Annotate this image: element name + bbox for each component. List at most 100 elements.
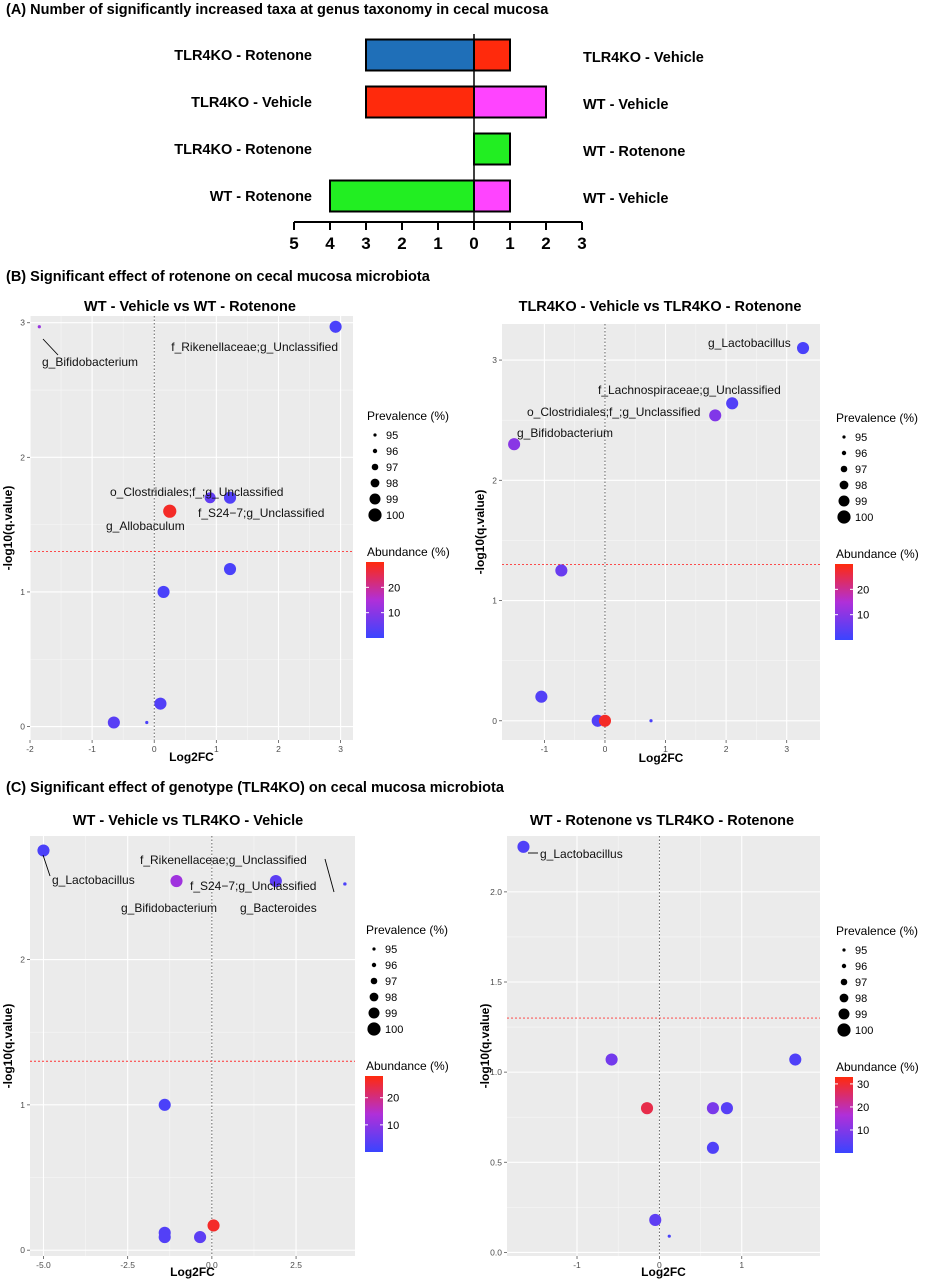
panel-a: (A) Number of significantly increased ta… <box>6 2 704 253</box>
prevalence-legend-dot <box>842 435 846 439</box>
data-point-0 <box>796 341 810 355</box>
x-tick-label: -1 <box>88 744 96 754</box>
data-point-7 <box>649 1213 662 1226</box>
x-tick-label: 0 <box>657 1260 662 1270</box>
bar-left-3 <box>329 179 475 213</box>
prevalence-legend-dot <box>837 1023 851 1037</box>
abundance-legend-title: Abundance (%) <box>366 1059 449 1073</box>
abundance-legend-title: Abundance (%) <box>367 545 450 559</box>
prevalence-legend-dot <box>842 948 846 952</box>
axis-tick-label-6: 1 <box>505 234 514 253</box>
prevalence-legend-label: 98 <box>855 480 867 492</box>
prevalence-legend-dot <box>370 977 378 985</box>
y-tick-label: 0 <box>20 722 25 732</box>
prevalence-legend-label: 98 <box>386 478 398 490</box>
data-point-8 <box>649 719 653 723</box>
point-annotation: f_S24−7;g_Unclassified <box>198 506 324 520</box>
data-point-7 <box>154 697 167 710</box>
axis-tick-label-7: 2 <box>541 234 550 253</box>
data-point-0 <box>37 844 50 857</box>
prevalence-legend-label: 96 <box>855 961 867 973</box>
data-point-4 <box>555 564 568 577</box>
y-tick-label: 3 <box>492 355 497 365</box>
bar-left-label-1: TLR4KO - Vehicle <box>191 95 312 111</box>
point-annotation: g_Bacteroides <box>240 901 317 915</box>
prevalence-legend-label: 97 <box>855 464 867 476</box>
data-point-8 <box>194 1231 207 1244</box>
annotation-leader-line <box>42 854 51 877</box>
plot-background <box>507 836 820 1256</box>
abundance-colorbar <box>835 564 853 640</box>
data-point-0 <box>517 840 530 853</box>
prevalence-legend-title: Prevalence (%) <box>367 409 449 423</box>
prevalence-legend-dot <box>369 992 379 1002</box>
prevalence-legend-label: 96 <box>386 446 398 458</box>
y-tick-label: 1 <box>492 596 497 606</box>
point-annotation: f_Rikenellaceae;g_Unclassified <box>140 853 307 867</box>
axis-tick-label-3: 2 <box>397 234 406 253</box>
data-point-1 <box>726 397 739 410</box>
annotation-leader-line <box>42 338 59 356</box>
axis-tick-label-8: 3 <box>577 234 586 253</box>
y-axis-label: -log10(q.value) <box>478 1004 492 1089</box>
y-tick-label: 2 <box>492 475 497 485</box>
point-annotation: o_Clostridiales;f_;g_Unclassified <box>527 405 700 419</box>
abundance-colorbar <box>366 562 384 638</box>
point-annotation: o_Clostridiales;f_;g_Unclassified <box>110 485 283 499</box>
colorbar-tick-label: 20 <box>857 1102 869 1114</box>
colorbar-tick-label: 20 <box>857 584 869 596</box>
bar-left-label-0: TLR4KO - Rotenone <box>174 48 312 64</box>
abundance-colorbar <box>365 1076 383 1152</box>
y-axis-label: -log10(q.value) <box>473 490 487 575</box>
volcano-plot-0: WT - Vehicle vs WT - Rotenone -2 -1 0 1 2 3 0 1 2… <box>1 299 450 764</box>
prevalence-legend-title: Prevalence (%) <box>836 924 918 938</box>
axis-tick-label-5: 0 <box>469 234 478 253</box>
x-axis-label: Log2FC <box>169 750 214 764</box>
legend: Prevalence (%) 95 96 97 98 99 100 Abundance (%)… <box>365 923 449 1152</box>
prevalence-legend-dot <box>839 480 849 490</box>
axis-tick-label-4: 1 <box>433 234 442 253</box>
legend: Prevalence (%) 95 96 97 98 99 100 Abundance (%)… <box>366 409 450 638</box>
data-point-0 <box>37 325 41 329</box>
x-tick-label: 1 <box>663 744 668 754</box>
prevalence-legend-dot <box>372 448 378 454</box>
prevalence-legend-dot <box>372 947 376 951</box>
point-annotation: g_Lactobacillus <box>708 336 791 350</box>
x-tick-label: -2 <box>26 744 34 754</box>
prevalence-legend-label: 100 <box>386 510 404 522</box>
y-tick-label: 1 <box>20 1100 25 1110</box>
colorbar-tick-label: 10 <box>387 1120 399 1132</box>
data-point-7 <box>158 1231 171 1244</box>
prevalence-legend-label: 95 <box>855 432 867 444</box>
data-point-1 <box>605 1053 618 1066</box>
data-point-2 <box>789 1053 802 1066</box>
prevalence-legend-label: 100 <box>385 1024 403 1036</box>
colorbar-tick-label: 30 <box>857 1079 869 1091</box>
prevalence-legend-dot <box>368 508 382 522</box>
annotation-leader-line <box>324 858 335 893</box>
data-point-3 <box>508 438 521 451</box>
colorbar-tick-label: 10 <box>857 610 869 622</box>
data-point-5 <box>223 563 237 576</box>
y-tick-label: 2.0 <box>490 887 502 897</box>
prevalence-legend-label: 96 <box>385 960 397 972</box>
data-point-8 <box>107 716 120 729</box>
x-tick-label: -1 <box>573 1260 581 1270</box>
point-annotation: f_Rikenellaceae;g_Unclassified <box>171 340 338 354</box>
legend: Prevalence (%) 95 96 97 98 99 100 Abundance (%)… <box>835 411 919 640</box>
prevalence-legend-dot <box>371 962 377 968</box>
x-tick-label: -2.5 <box>120 1260 135 1270</box>
colorbar-tick-label: 10 <box>857 1125 869 1137</box>
data-point-9 <box>145 720 149 725</box>
prevalence-legend-label: 98 <box>855 993 867 1005</box>
data-point-9 <box>207 1219 220 1232</box>
x-axis-label: Log2FC <box>641 1265 686 1279</box>
plot-title: TLR4KO - Vehicle vs TLR4KO - Rotenone <box>519 299 802 315</box>
bar-right-0 <box>473 38 511 72</box>
y-tick-label: 1.5 <box>490 977 502 987</box>
point-annotation: f_Lachnospiraceae;g_Unclassified <box>598 383 781 397</box>
data-point-4 <box>163 504 177 518</box>
prevalence-legend-dot <box>371 463 379 471</box>
prevalence-legend-dot <box>838 1008 850 1020</box>
volcano-plot-3: WT - Rotenone vs TLR4KO - Rotenone -1 0 1 0.… <box>478 813 919 1279</box>
